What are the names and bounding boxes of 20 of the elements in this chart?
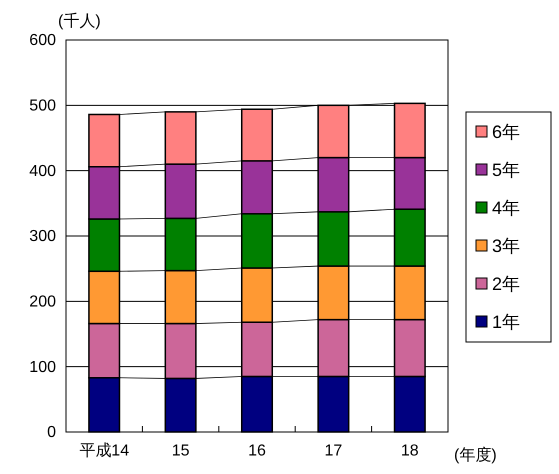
y-tick-label: 500: [29, 97, 56, 114]
x-tick-label: 15: [172, 442, 190, 460]
y-tick-label: 400: [29, 162, 56, 180]
x-tick-label: 18: [400, 442, 419, 460]
y-tick-label: 0: [47, 424, 56, 442]
legend-label: 3年: [492, 236, 520, 256]
x-tick-label: 16: [248, 442, 266, 460]
legend-label: 4年: [492, 198, 520, 218]
legend-label: 6年: [492, 122, 520, 142]
y-tick-label: 200: [29, 293, 56, 310]
x-axis-title: (年度): [454, 446, 497, 464]
legend-label: 1年: [492, 312, 520, 332]
legend-label: 5年: [492, 160, 520, 180]
y-tick-label: 300: [29, 228, 56, 246]
x-tick-label: 17: [324, 442, 342, 460]
legend-label: 2年: [492, 274, 520, 294]
y-tick-label: 100: [29, 358, 56, 376]
x-tick-label: 平成14: [79, 441, 130, 460]
y-axis-title: (千人): [58, 12, 101, 30]
y-tick-label: 600: [29, 32, 56, 50]
